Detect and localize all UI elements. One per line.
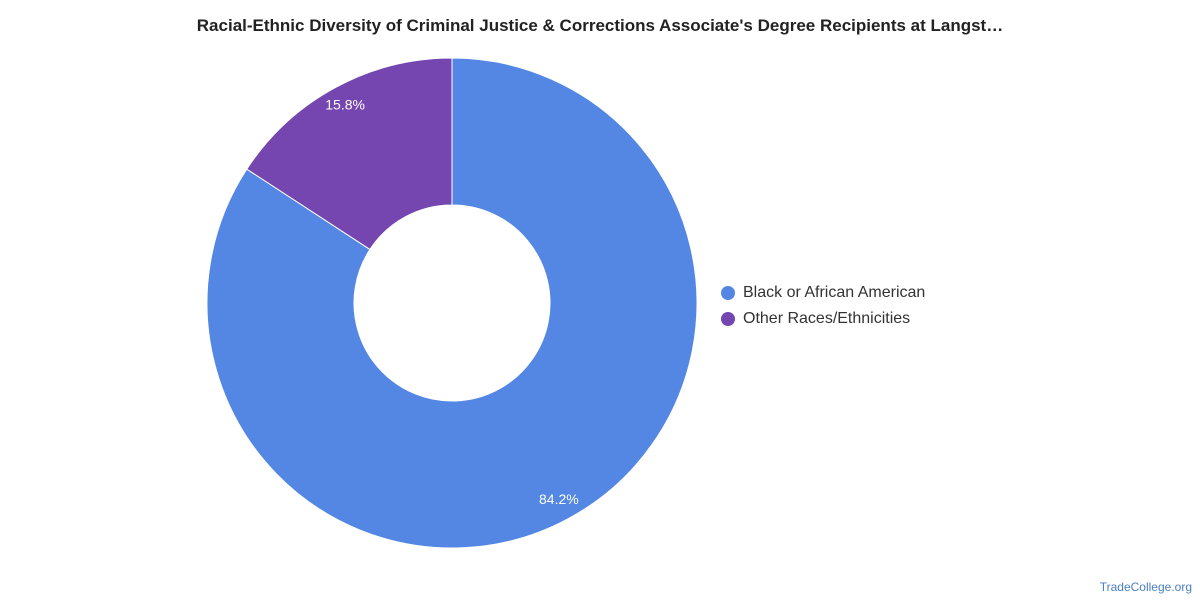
slice-value-label-0: 84.2% xyxy=(539,491,579,507)
legend-item-black-or-african-american[interactable]: Black or African American xyxy=(721,280,925,306)
pie-slice-0[interactable] xyxy=(206,57,698,549)
pie-slice-1[interactable] xyxy=(246,57,453,251)
legend-label: Other Races/Ethnicities xyxy=(743,310,911,327)
chart-title: Racial-Ethnic Diversity of Criminal Just… xyxy=(196,16,1004,35)
source-credit[interactable]: TradeCollege.org xyxy=(1099,580,1192,594)
legend-swatch-icon xyxy=(721,286,735,300)
legend-label: Black or African American xyxy=(743,284,926,301)
slice-value-label-1: 15.8% xyxy=(325,96,365,112)
legend: Black or African American Other Races/Et… xyxy=(721,280,925,332)
legend-item-other-races-ethnicities[interactable]: Other Races/Ethnicities xyxy=(721,306,925,332)
legend-swatch-icon xyxy=(721,312,735,326)
